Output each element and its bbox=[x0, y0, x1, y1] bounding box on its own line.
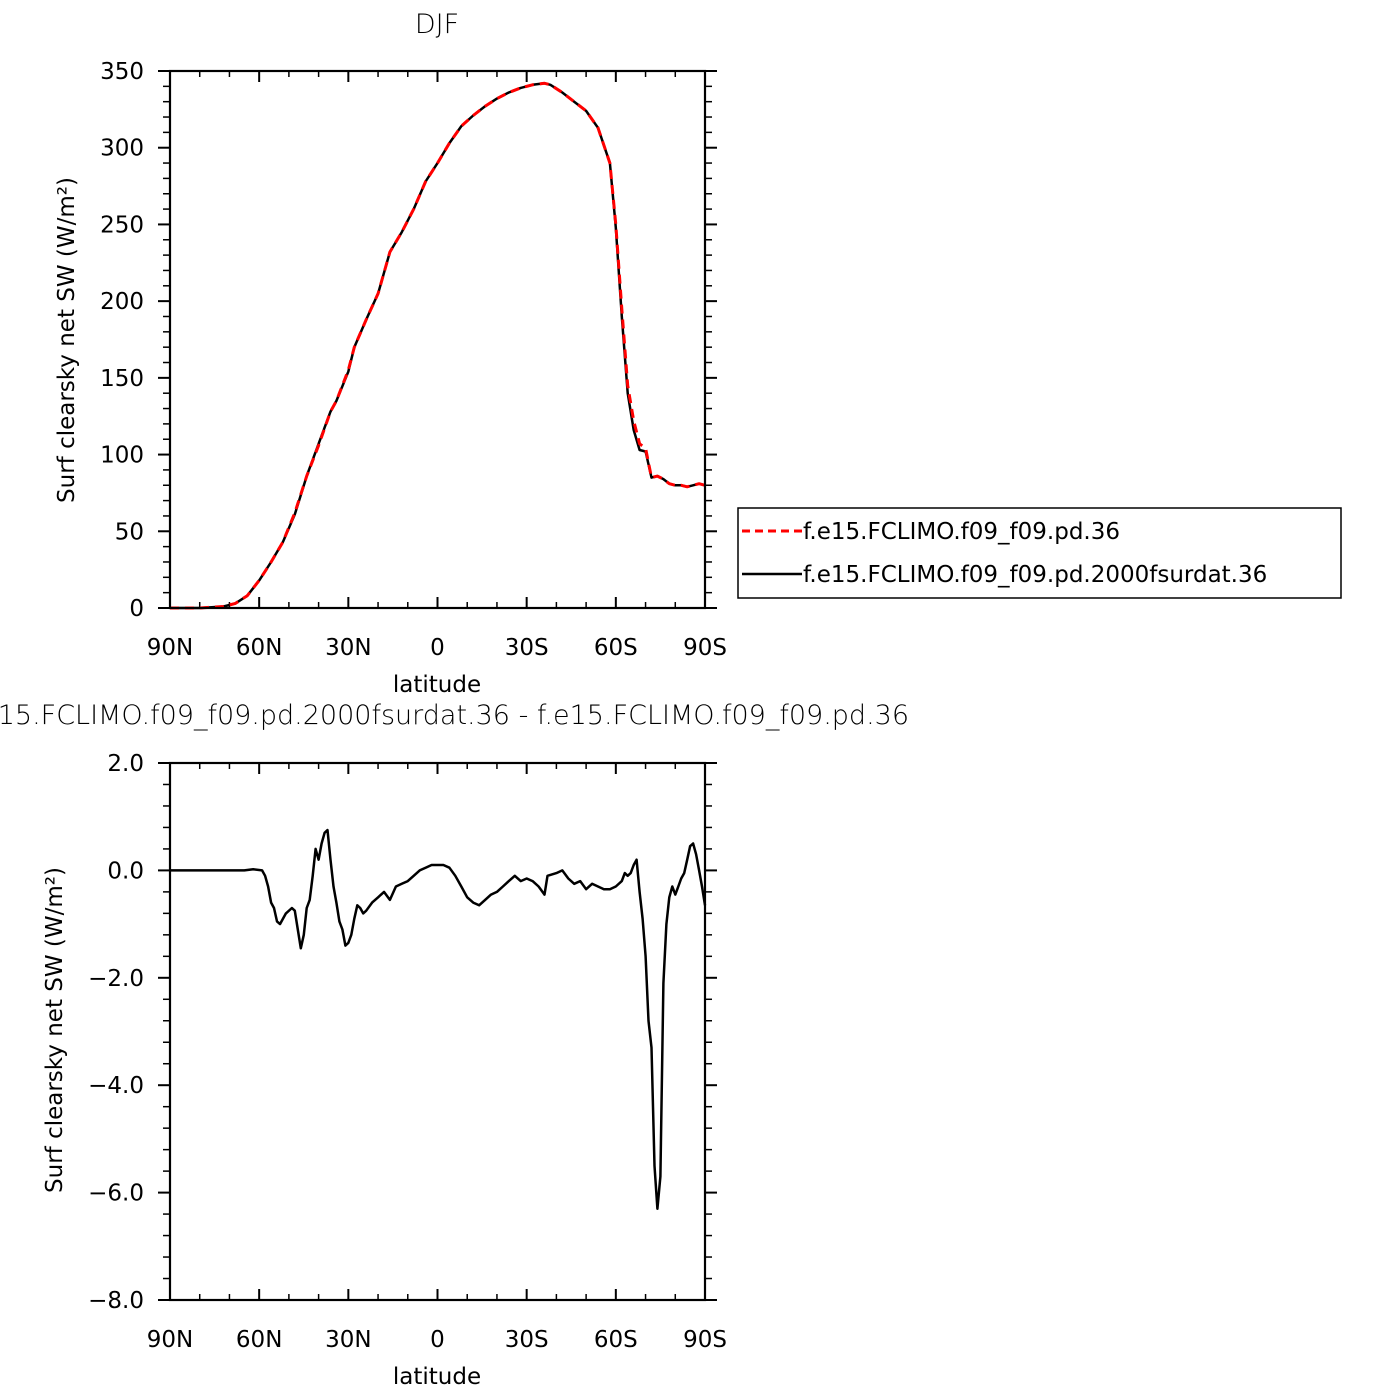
legend-label-series-2: f.e15.FCLIMO.f09_f09.pd.2000fsurdat.36 bbox=[803, 562, 1267, 588]
y-tick-label: 250 bbox=[100, 212, 144, 238]
x-tick-label: 90S bbox=[683, 635, 727, 661]
x-tick-label: 60S bbox=[594, 635, 638, 661]
x-tick-label: 30S bbox=[505, 635, 549, 661]
top-x-axis-label: latitude bbox=[393, 672, 481, 698]
y-tick-label: 2.0 bbox=[107, 751, 144, 777]
y-tick-label: 150 bbox=[100, 366, 144, 392]
y-tick-label: 300 bbox=[100, 136, 144, 162]
x-tick-label: 90S bbox=[683, 1327, 727, 1353]
y-tick-label: −2.0 bbox=[88, 966, 144, 992]
x-tick-label: 90N bbox=[147, 1327, 193, 1353]
legend-label-series-1: f.e15.FCLIMO.f09_f09.pd.36 bbox=[803, 519, 1120, 545]
y-tick-label: 200 bbox=[100, 289, 144, 315]
y-tick-label: −8.0 bbox=[88, 1288, 144, 1314]
bottom-axis-ticks: 90N 60N 30N 0 30S 60S 90S −8.0 −6.0 −4.0 −2.0 0.0 2.… bbox=[88, 751, 727, 1353]
y-tick-label: −4.0 bbox=[88, 1073, 144, 1099]
top-y-axis-label: Surf clearsky net SW (W/m²) bbox=[54, 177, 80, 503]
x-tick-label: 90N bbox=[147, 635, 193, 661]
top-panel: DJF latitude Surf clearsky net SW (W/m²)… bbox=[54, 9, 727, 698]
top-series-lines bbox=[170, 81, 706, 610]
bottom-series-lines bbox=[170, 828, 707, 1210]
top-axis-ticks: 90N 60N 30N 0 30S 60S 90S 0 50 100 150 200 250 300 350 bbox=[100, 59, 727, 661]
bottom-chart-title: f.e15.FCLIMO.f09_f09.pd.2000fsurdat.36 -… bbox=[0, 700, 909, 731]
y-tick-label: 0 bbox=[129, 596, 144, 622]
series-line-1 bbox=[170, 81, 706, 610]
series-line-1 bbox=[170, 828, 707, 1210]
top-chart-title: DJF bbox=[415, 9, 459, 40]
legend: f.e15.FCLIMO.f09_f09.pd.36 f.e15.FCLIMO.… bbox=[737, 507, 1342, 599]
bottom-plot-frame bbox=[168, 761, 707, 1302]
x-tick-label: 30S bbox=[505, 1327, 549, 1353]
y-tick-label: 350 bbox=[100, 59, 144, 85]
x-tick-label: 0 bbox=[430, 635, 445, 661]
legend-box bbox=[737, 507, 1342, 599]
x-tick-label: 30N bbox=[325, 1327, 371, 1353]
top-plot-frame bbox=[168, 69, 707, 610]
x-tick-label: 0 bbox=[430, 1327, 445, 1353]
bottom-y-axis-label: Surf clearsky net SW (W/m²) bbox=[42, 867, 68, 1193]
x-tick-label: 60N bbox=[236, 635, 282, 661]
x-tick-label: 60N bbox=[236, 1327, 282, 1353]
y-tick-label: 50 bbox=[115, 519, 144, 545]
x-tick-label: 60S bbox=[594, 1327, 638, 1353]
bottom-x-axis-label: latitude bbox=[393, 1364, 481, 1390]
y-tick-label: 0.0 bbox=[107, 858, 144, 884]
x-tick-label: 30N bbox=[325, 635, 371, 661]
bottom-panel: f.e15.FCLIMO.f09_f09.pd.2000fsurdat.36 -… bbox=[0, 700, 909, 1390]
y-tick-label: 100 bbox=[100, 443, 144, 469]
y-tick-label: −6.0 bbox=[88, 1181, 144, 1207]
